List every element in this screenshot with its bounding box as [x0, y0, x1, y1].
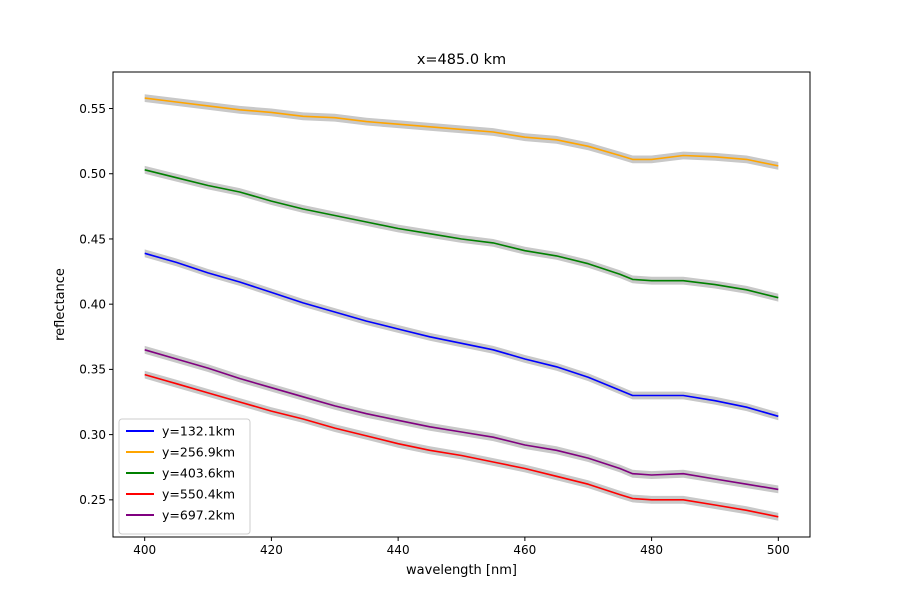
- series-lines: [144, 97, 779, 518]
- x-tick-label: 460: [513, 543, 536, 557]
- y-axis-ticks: 0.25 0.30 0.35 0.40 0.45 0.50 0.55: [79, 102, 113, 507]
- y-tick-label: 0.45: [79, 232, 106, 246]
- y-tick-label: 0.25: [79, 493, 106, 507]
- x-tick-label: 440: [387, 543, 410, 557]
- y-tick-label: 0.40: [79, 297, 106, 311]
- y-tick-label: 0.55: [79, 102, 106, 116]
- legend-entry-label: y=403.6km: [162, 466, 235, 481]
- series-3-uncertainty-band: [144, 165, 779, 302]
- legend: y=132.1km y=256.9km y=403.6km y=550.4km y=69…: [118, 418, 251, 535]
- series-1-uncertainty-band: [144, 249, 779, 421]
- legend-box: [118, 418, 251, 535]
- y-tick-label: 0.35: [79, 363, 106, 377]
- legend-entry-label: y=132.1km: [162, 424, 235, 439]
- series-4-line: [144, 373, 779, 518]
- series-5-line: [144, 349, 779, 491]
- x-axis-label: wavelength [nm]: [406, 563, 517, 578]
- x-axis-ticks: 400 420 440 460 480 500: [133, 537, 790, 557]
- x-tick-label: 400: [133, 543, 156, 557]
- chart-title: x=485.0 km: [417, 52, 506, 68]
- legend-entry-label: y=256.9km: [162, 445, 235, 460]
- series-2-uncertainty-band: [144, 94, 779, 170]
- legend-entry-label: y=697.2km: [162, 508, 235, 523]
- legend-entry-label: y=550.4km: [162, 487, 235, 502]
- y-tick-label: 0.30: [79, 428, 106, 442]
- series-1-line: [144, 252, 779, 418]
- series-2-line: [144, 97, 779, 167]
- y-tick-label: 0.50: [79, 167, 106, 181]
- series-3-line: [144, 169, 779, 299]
- x-tick-label: 500: [767, 543, 790, 557]
- x-tick-label: 420: [260, 543, 283, 557]
- x-tick-label: 480: [640, 543, 663, 557]
- y-axis-label: reflectance: [53, 268, 68, 341]
